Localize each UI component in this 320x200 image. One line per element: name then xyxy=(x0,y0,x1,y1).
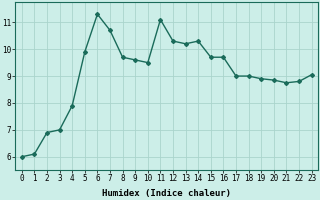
X-axis label: Humidex (Indice chaleur): Humidex (Indice chaleur) xyxy=(102,189,231,198)
